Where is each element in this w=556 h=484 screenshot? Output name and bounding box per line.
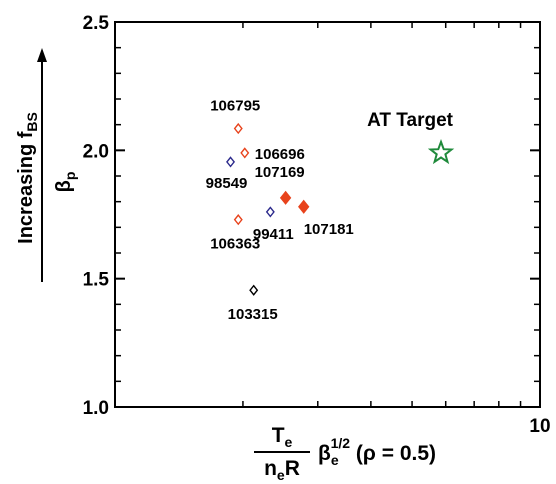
point-label-98549: 98549: [206, 175, 248, 192]
y-label-top-text: Increasing fBS: [15, 112, 40, 244]
x-label-den-sub: e: [277, 467, 285, 483]
x-tick-label: 10: [529, 416, 550, 437]
point-label-106696: 106696: [255, 146, 305, 163]
x-label-beta-sup: 1/2: [331, 435, 351, 451]
data-points: 106795 106696 98549 107169 107181 99411106363…: [206, 98, 455, 323]
point-label-107181: 107181: [304, 221, 354, 238]
data-point-106795: [233, 122, 243, 135]
point-label-99411: 99411: [253, 226, 294, 243]
data-point-99411: [265, 206, 275, 218]
x-label-beta-term: βe1/2 (ρ = 0.5): [318, 435, 436, 468]
data-point-106363: [233, 214, 243, 226]
y-ticks: 1.0 1.5 2.0 2.5: [83, 13, 540, 419]
y-tick-label: 1.0: [83, 398, 109, 419]
point-label-107169: 107169: [255, 164, 305, 181]
x-label-den-tail: R: [285, 457, 300, 480]
y-tick-label: 2.5: [83, 13, 110, 34]
y-label-bottom: βp: [53, 172, 78, 193]
data-point-103315: [249, 284, 259, 296]
y-label-arrowhead: [37, 48, 47, 62]
point-label-103315: 103315: [228, 306, 278, 323]
x-label-numerator: Te: [272, 424, 293, 450]
data-point-107181: [298, 199, 310, 214]
x-label-num-sub: e: [285, 434, 293, 450]
x-label-beta-sub: e: [331, 452, 339, 468]
y-axis-label: Increasing fBS βp: [15, 48, 78, 282]
y-label-top-main: Increasing f: [15, 131, 37, 244]
y-label-beta: β: [53, 180, 75, 192]
x-ticks: 10: [242, 22, 551, 437]
data-point-98549: [226, 156, 236, 168]
x-label-denominator: neR: [264, 457, 300, 483]
target-label: AT Target: [367, 110, 454, 131]
plot-frame: [114, 21, 541, 408]
y-label-bottom-text: βp: [53, 172, 78, 193]
y-label-top: Increasing fBS: [15, 112, 40, 244]
x-label-den-main: n: [264, 457, 277, 480]
point-label-106363: 106363: [210, 236, 260, 253]
data-point-106696: [240, 147, 250, 159]
data-point-107169: [279, 190, 292, 205]
y-tick-label: 1.5: [83, 270, 110, 291]
y-label-beta-sub: p: [62, 172, 78, 181]
x-label-tail: (ρ = 0.5): [350, 442, 436, 465]
y-tick-label: 2.0: [83, 141, 109, 162]
x-label-num-main: T: [272, 424, 285, 447]
target-star: [427, 139, 455, 165]
y-label-top-sub: BS: [24, 112, 40, 131]
point-label-106795: 106795: [210, 98, 260, 115]
x-label-beta: β: [318, 442, 331, 465]
